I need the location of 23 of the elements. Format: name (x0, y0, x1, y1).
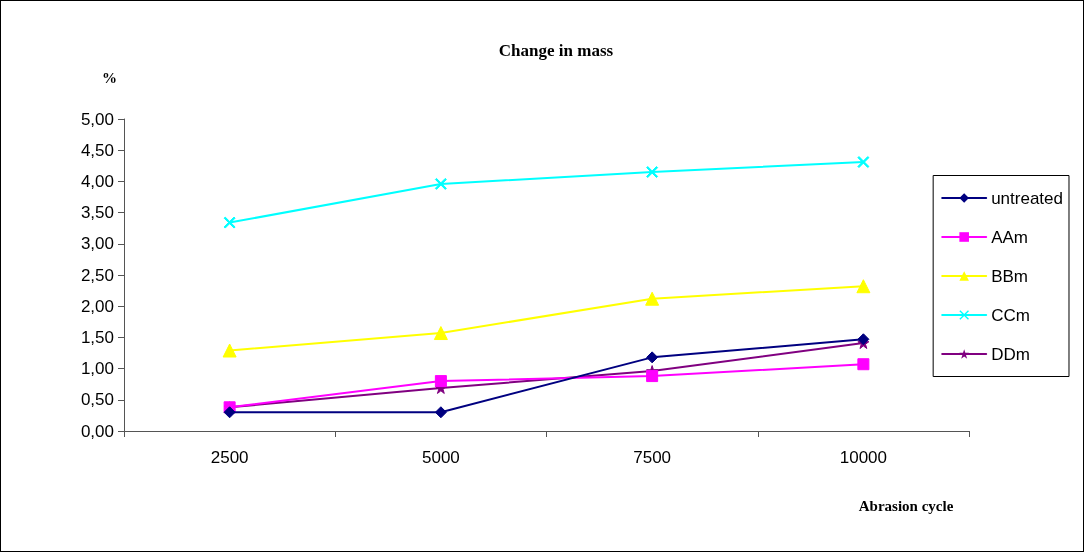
x-tick-label: 2500 (210, 448, 249, 467)
chart-title: Change in mass (498, 41, 614, 60)
y-tick-label: 3,50 (80, 203, 114, 223)
legend-label: BBm (991, 266, 1029, 286)
legend-label: DDm (991, 344, 1030, 364)
y-tick-label: 5,00 (80, 109, 114, 129)
legend-label: untreated (991, 188, 1064, 208)
y-tick-label: 0,50 (80, 390, 114, 410)
y-tick-label: 4,50 (80, 140, 114, 160)
legend-label: AAm (991, 227, 1029, 247)
x-axis-title: Abrasion cycle (858, 497, 954, 514)
y-tick-label: 2,00 (80, 296, 114, 316)
legend-label: CCm (991, 305, 1030, 325)
x-tick-label: 7500 (633, 448, 672, 467)
y-tick-label: 1,50 (80, 327, 114, 347)
x-tick-label: 5000 (421, 448, 460, 467)
y-axis-title: % (102, 69, 117, 86)
y-tick-label: 4,00 (80, 171, 114, 191)
y-tick-label: 0,00 (80, 421, 114, 441)
y-tick-label: 1,00 (80, 359, 114, 379)
x-tick-label: 10000 (839, 448, 888, 467)
y-tick-label: 2,50 (80, 265, 114, 285)
y-tick-label: 3,00 (80, 234, 114, 254)
